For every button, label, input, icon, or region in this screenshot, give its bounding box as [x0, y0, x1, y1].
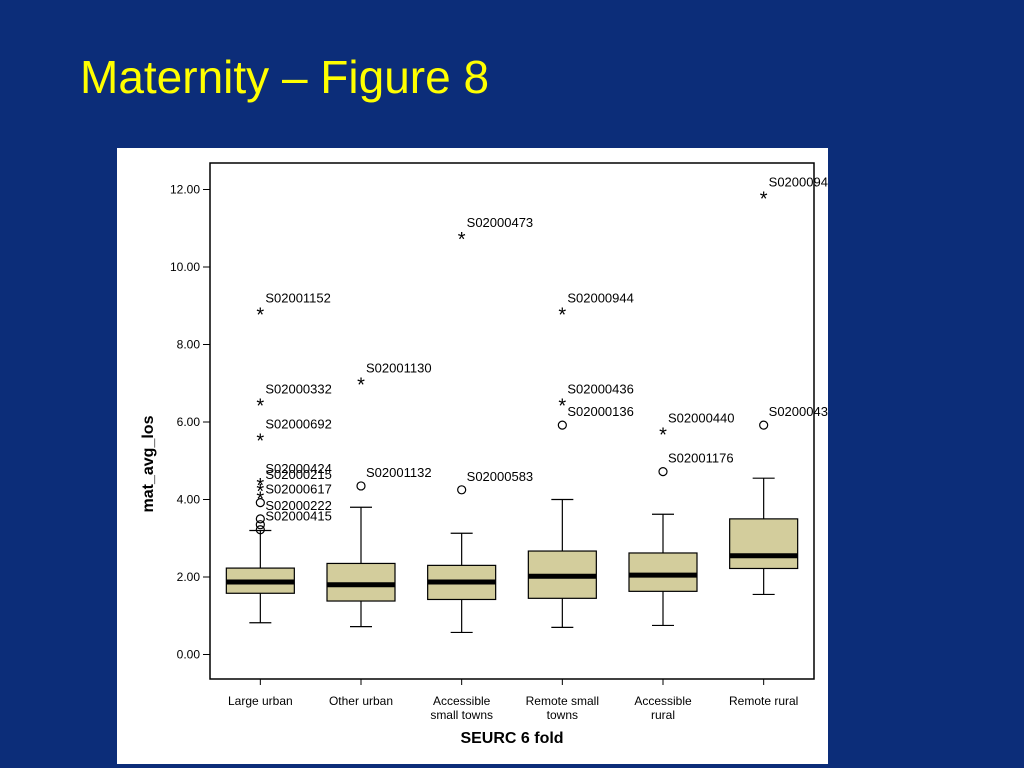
x-tick-label: Large urban [228, 694, 293, 708]
y-tick-label: 2.00 [177, 570, 201, 584]
outlier-circle [557, 420, 567, 430]
outlier-label: S02000692 [265, 417, 332, 432]
box [326, 562, 396, 602]
box [729, 518, 799, 570]
outlier-label: S02001152 [265, 291, 331, 306]
box [628, 552, 698, 592]
box-group [729, 477, 799, 596]
outlier-star: * [256, 481, 264, 503]
outlier-star: * [760, 188, 768, 210]
box-group [326, 506, 396, 628]
outlier-star: * [458, 229, 466, 251]
outlier-circle [255, 525, 265, 535]
y-tick-label: 4.00 [177, 493, 201, 507]
x-tick-label: Remote small [526, 694, 599, 708]
outlier-star: * [256, 396, 264, 418]
y-tick-label: 10.00 [170, 260, 200, 274]
outlier-label: S02001176 [668, 451, 734, 466]
outlier-circle [457, 485, 467, 495]
x-tick-label: Accessible [433, 694, 491, 708]
outlier-circle [658, 467, 668, 477]
y-tick-label: 12.00 [170, 183, 200, 197]
box-group [628, 513, 698, 627]
y-axis: 0.00 2.00 4.00 6.00 8.00 10.00 12.00 [170, 183, 210, 662]
x-tick-label: Accessible [634, 694, 692, 708]
outliers-layer: *S02001152*S02000332*S02000692*S02000424… [255, 174, 828, 535]
outlier-star: * [558, 305, 566, 327]
outlier-label: S02000222 [265, 498, 332, 513]
boxes-layer [225, 477, 799, 634]
outlier-star: * [558, 396, 566, 418]
box-group [527, 498, 597, 628]
outlier-label: S02000583 [467, 469, 534, 484]
outlier-star: * [256, 305, 264, 327]
y-axis-label: mat_avg_los [140, 415, 157, 512]
y-tick-label: 0.00 [177, 648, 201, 662]
outlier-label: S02000136 [567, 404, 634, 419]
chart-panel: 0.00 2.00 4.00 6.00 8.00 10.00 12.00 * S0200115… [117, 148, 828, 764]
outlier-circle [759, 420, 769, 430]
outlier-label: S02000424 [265, 461, 332, 476]
slide-title: Maternity – Figure 8 [80, 51, 490, 103]
outlier-label: S02000415 [265, 509, 332, 524]
outlier-circle [255, 520, 265, 530]
x-tick-label: Remote rural [729, 694, 798, 708]
outlier-label: S02000946 [769, 174, 828, 189]
outlier-star: * [256, 475, 264, 497]
x-tick-label: Other urban [329, 694, 393, 708]
outlier-label: S02000944 [567, 291, 634, 306]
x-tick-label: rural [651, 708, 675, 722]
outlier-circle [255, 498, 265, 508]
outlier-label: S02000215 [265, 467, 332, 482]
outlier-label: S02000617 [265, 482, 332, 497]
outlier-label: S02000473 [467, 215, 534, 230]
outlier-star: * [256, 489, 264, 511]
x-tick-label: small towns [430, 708, 493, 722]
outlier-label: S02000440 [668, 411, 735, 426]
x-tick-label: towns [547, 708, 578, 722]
x-axis-label: SEURC 6 fold [460, 730, 563, 747]
outlier-label: S02001132 [366, 465, 432, 480]
box-group [225, 529, 295, 624]
outlier-circle [356, 481, 366, 491]
outlier-label: S02001130 [366, 360, 432, 375]
box-group [427, 532, 497, 634]
outlier-label: S02000436 [567, 382, 634, 397]
y-tick-label: 6.00 [177, 415, 201, 429]
plot-frame [209, 162, 815, 680]
outlier-circle [255, 514, 265, 524]
outlier-star: * [357, 374, 365, 396]
outlier-star: * [256, 431, 264, 453]
y-tick-label: 8.00 [177, 338, 201, 352]
outlier-star: * [659, 425, 667, 447]
outlier-label: S02000432 [769, 404, 828, 419]
outlier-label: S02000332 [265, 382, 332, 397]
